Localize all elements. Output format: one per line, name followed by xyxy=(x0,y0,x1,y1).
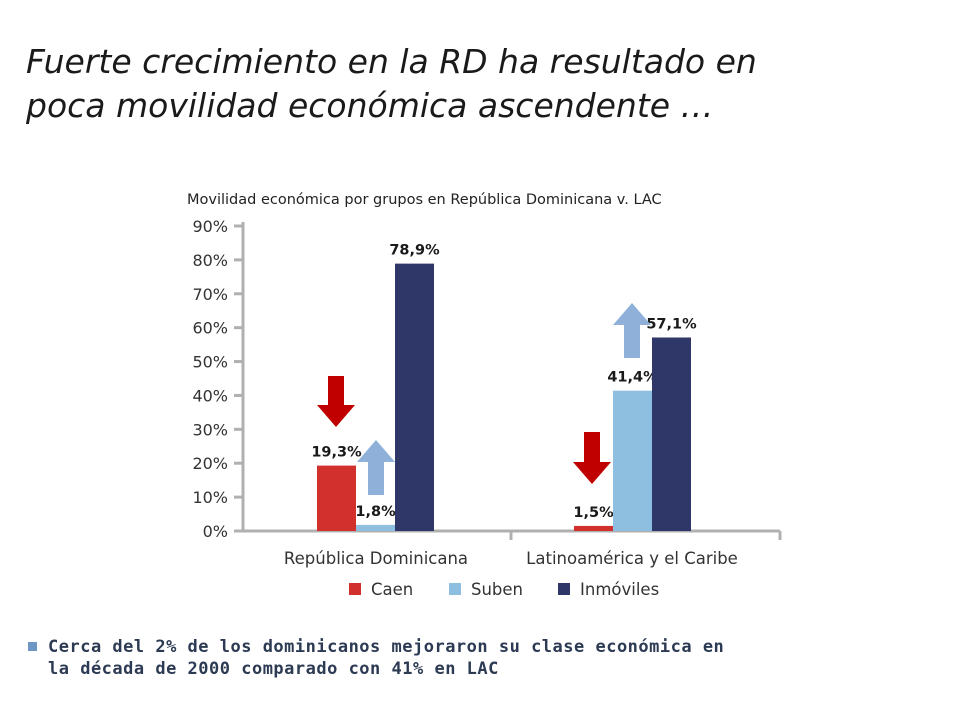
y-tick-label: 80% xyxy=(192,251,228,270)
bullet-marker-icon xyxy=(28,642,37,651)
arrow-up-icon xyxy=(357,440,395,495)
legend-label: Inmóviles xyxy=(580,580,659,599)
bar-value-label: 78,9% xyxy=(389,243,440,259)
y-tick-label: 30% xyxy=(192,420,228,439)
y-tick-label: 10% xyxy=(192,488,228,507)
slide-title: Fuerte crecimiento en la RD ha resultado… xyxy=(26,40,926,128)
slide-title-line-2: poca movilidad económica ascendente … xyxy=(26,86,714,125)
bullet-line-1: Cerca del 2% de los dominicanos mejoraro… xyxy=(48,637,725,657)
bar-caen xyxy=(574,525,613,531)
bar-suben xyxy=(613,390,652,531)
y-tick-label: 60% xyxy=(192,319,228,338)
y-tick-label: 40% xyxy=(192,386,228,405)
arrow-up-icon xyxy=(613,303,651,358)
bar-value-label: 41,4% xyxy=(607,370,658,386)
legend-swatch xyxy=(449,583,461,595)
y-tick-label: 20% xyxy=(192,454,228,473)
y-tick-label: 50% xyxy=(192,353,228,372)
legend-label: Suben xyxy=(471,580,523,599)
bar-caen xyxy=(317,465,356,531)
bar-inmóviles xyxy=(652,337,691,531)
legend-label: Caen xyxy=(371,580,413,599)
chart-title: Movilidad económica por grupos en Repúbl… xyxy=(187,192,662,208)
slide-title-line-1: Fuerte crecimiento en la RD ha resultado… xyxy=(26,42,757,81)
y-tick-label: 0% xyxy=(203,522,228,541)
bullet-line-2: la década de 2000 comparado con 41% en L… xyxy=(48,659,499,679)
bar-value-label: 1,8% xyxy=(355,504,396,520)
bar-value-label: 57,1% xyxy=(646,316,697,332)
x-category-label: Latinoamérica y el Caribe xyxy=(526,549,738,568)
arrow-down-icon xyxy=(573,432,611,484)
bar-inmóviles xyxy=(395,263,434,531)
y-tick-label: 90% xyxy=(192,217,228,236)
x-category-label: República Dominicana xyxy=(284,549,468,568)
bar-value-label: 1,5% xyxy=(573,505,614,521)
y-tick-label: 70% xyxy=(192,285,228,304)
bar-value-label: 19,3% xyxy=(311,445,362,461)
legend-swatch xyxy=(558,583,570,595)
bar-suben xyxy=(356,524,395,531)
arrow-down-icon xyxy=(317,376,355,427)
bullet-text: Cerca del 2% de los dominicanos mejoraro… xyxy=(48,636,948,680)
legend-swatch xyxy=(349,583,361,595)
